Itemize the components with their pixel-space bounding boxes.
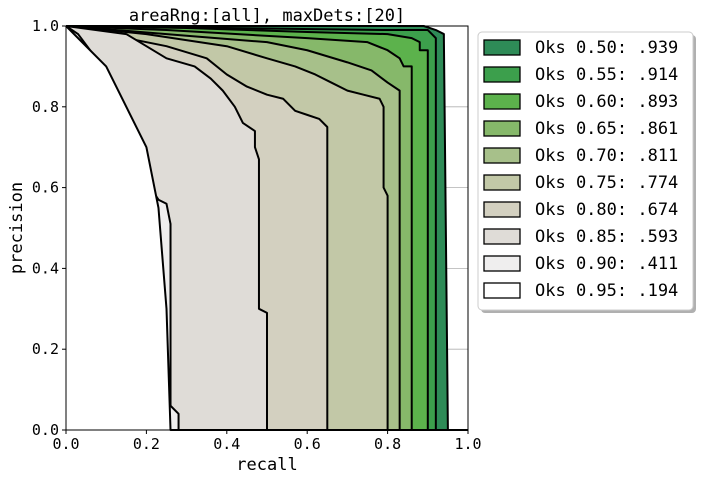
legend-swatch-10: [483, 282, 521, 299]
legend-label-1: Oks 0.50: .939: [535, 38, 678, 58]
curve-series-10: [65, 25, 468, 431]
y-tick-label: 1.0: [32, 17, 59, 35]
legend-swatch-2: [483, 66, 521, 83]
y-tick-label: 0.2: [32, 340, 59, 358]
legend-label-3: Oks 0.60: .893: [535, 92, 678, 112]
legend-swatch-4: [483, 120, 521, 137]
curve-series-8: [65, 25, 468, 431]
legend-label-6: Oks 0.75: .774: [535, 173, 678, 193]
x-axis-ticks: 0.0 0.2 0.4 0.6 0.8 1.0: [52, 430, 482, 453]
pr-curve-areas: [65, 25, 468, 431]
legend-label-9: Oks 0.90: .411: [535, 254, 678, 274]
legend-swatch-3: [483, 93, 521, 110]
y-tick-label: 0.8: [32, 98, 59, 116]
chart-title: areaRng:[all], maxDets:[20]: [129, 6, 405, 26]
legend-swatch-7: [483, 201, 521, 218]
legend-label-4: Oks 0.65: .861: [535, 119, 678, 139]
legend-swatch-6: [483, 174, 521, 191]
legend-label-2: Oks 0.55: .914: [535, 65, 678, 85]
y-tick-label: 0.0: [32, 421, 59, 439]
x-tick-label: 0.8: [374, 435, 401, 453]
legend-swatch-5: [483, 147, 521, 164]
x-axis-label: recall: [236, 455, 297, 475]
curve-series-6: [65, 25, 468, 431]
curve-series-3: [65, 25, 468, 431]
curve-series-4: [65, 25, 468, 431]
legend-label-10: Oks 0.95: .194: [535, 281, 678, 301]
legend-swatch-9: [483, 255, 521, 272]
legend-swatch-1: [483, 39, 521, 56]
legend-label-5: Oks 0.70: .811: [535, 146, 678, 166]
y-axis-label: precision: [7, 182, 27, 274]
axes-frame: [65, 25, 469, 431]
x-tick-label: 0.2: [133, 435, 160, 453]
legend-label-7: Oks 0.80: .674: [535, 200, 678, 220]
y-tick-label: 0.6: [32, 179, 59, 197]
legend-frame: [477, 31, 694, 311]
x-tick-label: 0.6: [294, 435, 321, 453]
y-tick-label: 0.4: [32, 259, 59, 277]
legend-label-8: Oks 0.85: .593: [535, 227, 678, 247]
curve-series-5: [65, 25, 468, 431]
x-tick-label: 0.4: [213, 435, 240, 453]
curve-series-7: [65, 25, 468, 431]
x-tick-label: 0.0: [52, 435, 79, 453]
x-tick-label: 1.0: [454, 435, 481, 453]
y-axis-ticks: 0.0 0.2 0.4 0.6 0.8 1.0: [32, 17, 66, 439]
legend: Oks 0.50: .939 Oks 0.55: .914 Oks 0.60: .8…: [477, 31, 696, 313]
legend-swatch-8: [483, 228, 521, 245]
